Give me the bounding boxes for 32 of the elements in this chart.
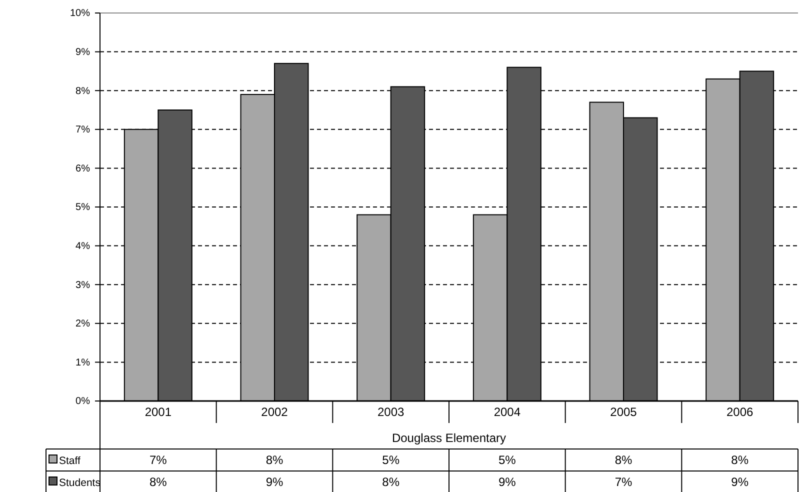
x-tick-label: 2003 xyxy=(377,405,405,419)
data-label: 8% xyxy=(731,453,749,467)
x-axis-title: Douglass Elementary xyxy=(392,431,506,445)
data-label: 8% xyxy=(149,475,168,489)
data-label: 9% xyxy=(498,475,516,489)
data-label: 8% xyxy=(382,475,400,489)
y-tick-label: 7% xyxy=(76,124,90,136)
y-tick-label: 0% xyxy=(76,396,90,408)
data-label: 8% xyxy=(614,453,632,467)
data-label: 8% xyxy=(266,453,284,467)
y-tick-label: 3% xyxy=(76,280,90,291)
x-tick-label: 2005 xyxy=(610,405,638,419)
legend-label: Staff xyxy=(59,455,80,467)
data-label: 9% xyxy=(731,475,749,489)
y-tick-label: 5% xyxy=(76,202,90,214)
data-label: 7% xyxy=(149,453,168,467)
y-tick-label: 10% xyxy=(70,8,90,20)
y-tick-label: 1% xyxy=(76,357,90,368)
x-tick-label: 2006 xyxy=(726,405,754,419)
y-tick-label: 8% xyxy=(76,86,90,97)
legend-label: Students xyxy=(59,477,100,489)
data-label: 9% xyxy=(266,475,284,489)
x-tick-label: 2002 xyxy=(261,405,288,419)
y-tick-label: 2% xyxy=(76,318,90,330)
x-tick-label: 2004 xyxy=(494,405,521,419)
data-label: 7% xyxy=(614,475,632,489)
data-label: 5% xyxy=(382,453,400,467)
y-tick-label: 6% xyxy=(76,163,90,174)
y-tick-label: 9% xyxy=(76,47,90,58)
data-label: 5% xyxy=(498,453,516,467)
x-tick-label: 2001 xyxy=(144,405,172,419)
y-tick-label: 4% xyxy=(76,241,90,252)
